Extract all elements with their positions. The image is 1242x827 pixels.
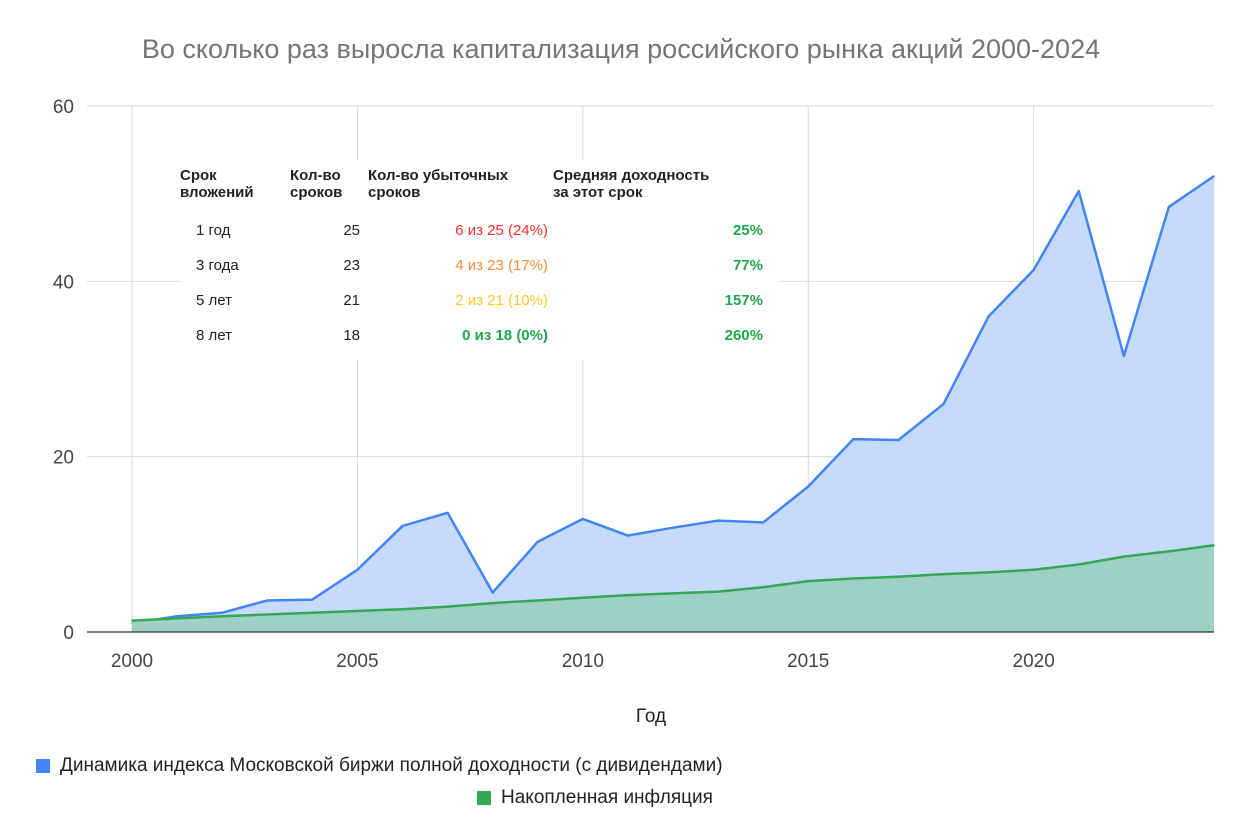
table-count: 21 — [343, 292, 360, 309]
chart-title: Во сколько раз выросла капитализация рос… — [141, 34, 1101, 64]
legend-item: Динамика индекса Московской биржи полной… — [36, 755, 723, 777]
data-point — [1168, 206, 1170, 208]
table-header: Средняя доходность за этот срок — [553, 167, 709, 201]
data-point — [1213, 544, 1215, 547]
table-term: 3 года — [196, 257, 239, 274]
data-point — [1077, 190, 1080, 192]
legend-item: Накопленная инфляция — [477, 787, 713, 809]
table-losses: 0 из 18 (0%) — [462, 327, 548, 344]
data-point — [852, 438, 855, 440]
data-point — [446, 511, 449, 514]
data-point — [266, 599, 269, 602]
data-point — [1213, 175, 1215, 177]
x-tick-label: 2000 — [111, 651, 153, 672]
table-average-return: 77% — [732, 257, 763, 274]
data-point — [266, 613, 269, 616]
data-point — [311, 611, 314, 614]
legend-label: Динамика индекса Московской биржи полной… — [60, 755, 723, 776]
table-header-line: Кол-во убыточных — [368, 167, 509, 184]
table-header-line: вложений — [180, 184, 254, 201]
table-header: Кол-во сроков — [290, 167, 342, 201]
legend-label: Накопленная инфляция — [501, 787, 713, 808]
data-point — [762, 586, 764, 589]
table-count: 25 — [343, 222, 360, 239]
y-tick-label: 20 — [53, 448, 74, 469]
table-losses: 6 из 25 (24%) — [455, 222, 548, 239]
data-point — [762, 521, 764, 524]
data-point — [356, 610, 359, 612]
data-point — [176, 617, 178, 620]
x-tick-label: 2015 — [787, 651, 829, 672]
data-point — [807, 580, 810, 582]
data-point — [1032, 568, 1035, 571]
data-point — [536, 599, 539, 602]
data-point — [942, 573, 945, 575]
data-point — [176, 615, 178, 618]
data-point — [717, 519, 719, 522]
data-point — [1077, 563, 1080, 566]
legend-swatch — [477, 791, 491, 805]
data-point — [897, 439, 900, 441]
data-point — [491, 602, 494, 604]
table-header-line: Средняя доходность — [553, 167, 710, 184]
table-header: Кол-во убыточных сроков — [368, 167, 508, 201]
table-header-line: сроков — [368, 184, 421, 201]
data-point — [897, 575, 900, 578]
table-average-return: 157% — [724, 292, 763, 309]
table-count: 23 — [343, 257, 360, 274]
data-point — [807, 485, 810, 488]
table-header-line: Срок — [180, 167, 217, 184]
table-count: 18 — [343, 327, 360, 344]
data-point — [672, 592, 674, 595]
data-point — [1032, 269, 1035, 271]
data-point — [987, 315, 990, 318]
table-average-return: 260% — [724, 327, 763, 344]
table-average-return: 25% — [732, 222, 763, 239]
data-point — [987, 571, 990, 574]
x-tick-label: 2020 — [1013, 651, 1055, 672]
summary-table: Срок вложений Кол-во сроков Кол-во убыточных… — [180, 160, 780, 360]
x-tick-label: 2010 — [562, 651, 604, 672]
table-term: 1 год — [196, 222, 231, 239]
area-layer — [131, 175, 1215, 632]
data-point — [491, 591, 494, 594]
table-header-line: Кол-во — [290, 167, 341, 184]
table-header-line: сроков — [290, 184, 343, 201]
series-area-1 — [132, 176, 1214, 632]
data-point — [627, 534, 629, 537]
data-point — [536, 540, 539, 543]
data-point — [221, 615, 223, 618]
data-point — [717, 590, 719, 593]
data-point — [356, 568, 359, 571]
area-chart: 0 20 40 60 2000 2005 2010 2015 2020 Год — [53, 97, 1215, 727]
data-point — [942, 403, 945, 405]
data-point — [852, 577, 855, 580]
table-term: 5 лет — [196, 292, 232, 309]
data-point — [627, 594, 629, 596]
data-point — [1168, 550, 1170, 553]
data-point — [446, 605, 449, 608]
data-point — [401, 608, 404, 611]
data-point — [131, 619, 133, 622]
data-point — [401, 525, 404, 527]
table-term: 8 лет — [196, 327, 232, 344]
data-point — [582, 518, 584, 520]
table-header-line: за этот срок — [553, 184, 643, 201]
table-losses: 4 из 23 (17%) — [455, 257, 548, 274]
table-losses: 2 из 21 (10%) — [455, 292, 548, 309]
x-axis-title: Год — [636, 706, 666, 727]
legend-swatch — [36, 759, 50, 773]
data-point — [1123, 355, 1125, 357]
y-tick-label: 0 — [63, 623, 74, 644]
data-point — [311, 598, 314, 601]
table-header: Срок вложений — [180, 167, 254, 201]
data-point — [1123, 555, 1125, 558]
x-tick-label: 2005 — [336, 651, 378, 672]
data-point — [672, 526, 674, 529]
data-point — [582, 597, 584, 599]
y-tick-label: 60 — [53, 97, 74, 118]
y-tick-label: 40 — [53, 272, 74, 293]
data-point — [221, 611, 223, 614]
axis-layer: 0 20 40 60 2000 2005 2010 2015 2020 Год — [53, 97, 1214, 727]
